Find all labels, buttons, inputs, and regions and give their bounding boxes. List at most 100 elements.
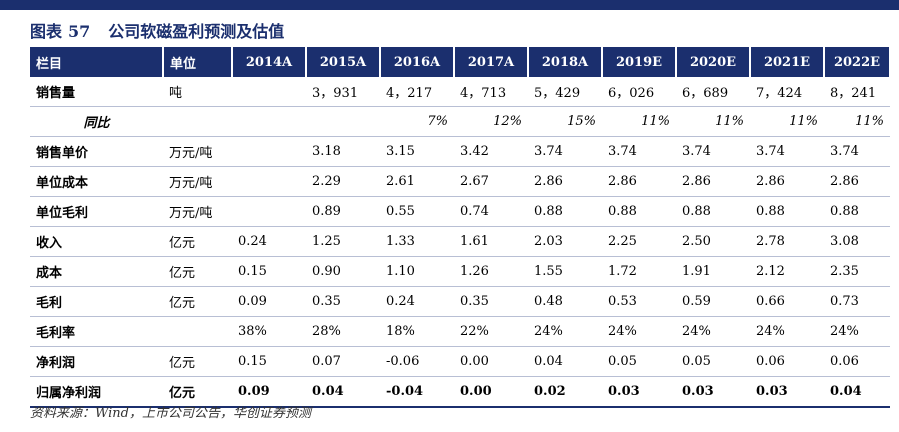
row-label: 单位成本: [30, 166, 163, 197]
table-cell: 2.86: [750, 166, 824, 197]
table-cell: 0.35: [454, 286, 528, 317]
table-cell: 11%: [602, 106, 676, 137]
row-unit: [163, 106, 232, 137]
top-accent-bar: [0, 0, 899, 10]
table-cell: 11%: [750, 106, 824, 137]
table-cell: [232, 106, 306, 137]
table-cell: 3.74: [824, 136, 890, 167]
table-cell: 22%: [454, 316, 528, 347]
row-label: 净利润: [30, 346, 163, 377]
row-unit: 吨: [163, 77, 232, 107]
table-cell: [232, 77, 306, 107]
table-cell: 0.35: [306, 286, 380, 317]
table-cell: 24%: [602, 316, 676, 347]
table-cell: 2.50: [676, 226, 750, 257]
table-cell: 0.53: [602, 286, 676, 317]
table-cell: 1.25: [306, 226, 380, 257]
table-cell: 0.89: [306, 196, 380, 227]
table-cell: 24%: [528, 316, 602, 347]
row-unit: 亿元: [163, 346, 232, 377]
table-row: 净利润 亿元 0.15 0.07 -0.06 0.00 0.04 0.05 0.05 0.06 0.…: [30, 346, 890, 377]
row-unit: 万元/吨: [163, 196, 232, 227]
table-cell: 7，424: [750, 77, 824, 107]
table-cell: 18%: [380, 316, 454, 347]
row-unit: 亿元: [163, 226, 232, 257]
row-label: 销售量: [30, 77, 163, 107]
table-cell: 1.61: [454, 226, 528, 257]
table-row: 同比 7% 12% 15% 11% 11% 11% 11%: [30, 106, 890, 137]
table-cell: 1.10: [380, 256, 454, 287]
table-row: 归属净利润 亿元 0.09 0.04 -0.04 0.00 0.02 0.03 0.03 0.03…: [30, 376, 890, 408]
table-cell: 2.86: [528, 166, 602, 197]
table-cell: 2.86: [824, 166, 890, 197]
table-cell: 0.15: [232, 346, 306, 377]
table-cell: 0.88: [676, 196, 750, 227]
row-label: 毛利: [30, 286, 163, 317]
table-cell: 0.88: [528, 196, 602, 227]
table-row: 单位毛利 万元/吨 0.89 0.55 0.74 0.88 0.88 0.88 0.88 0.88: [30, 196, 890, 227]
table-row: 成本 亿元 0.15 0.90 1.10 1.26 1.55 1.72 1.91 2.12 2.35: [30, 256, 890, 287]
table-cell: 2.35: [824, 256, 890, 287]
table-cell: 0.88: [602, 196, 676, 227]
table-cell: -0.06: [380, 346, 454, 377]
table-cell: 0.74: [454, 196, 528, 227]
table-cell: 6，026: [602, 77, 676, 107]
row-unit: 万元/吨: [163, 166, 232, 197]
table-cell: 0.24: [380, 286, 454, 317]
row-unit: [163, 316, 232, 347]
table-cell: [232, 166, 306, 197]
row-unit: 亿元: [163, 376, 232, 408]
column-header: 单位: [163, 47, 233, 77]
table-cell: 0.55: [380, 196, 454, 227]
table-cell: 0.05: [602, 346, 676, 377]
table-cell: 1.33: [380, 226, 454, 257]
table-cell: 3.74: [602, 136, 676, 167]
figure-title-text: 公司软磁盈利预测及估值: [108, 22, 285, 41]
table-cell: 3.42: [454, 136, 528, 167]
row-unit: 亿元: [163, 286, 232, 317]
table-cell: 0.07: [306, 346, 380, 377]
table-cell: 4，217: [380, 77, 454, 107]
table-cell: 11%: [676, 106, 750, 137]
row-unit: 亿元: [163, 256, 232, 287]
row-label: 归属净利润: [30, 376, 163, 408]
table-cell: [232, 196, 306, 227]
table-cell: 24%: [824, 316, 890, 347]
table-cell: 1.26: [454, 256, 528, 287]
table-cell: 0.88: [750, 196, 824, 227]
table-cell: 15%: [528, 106, 602, 137]
table-cell: 11%: [824, 106, 890, 137]
table-row: 销售量吨 3，931 4，217 4，713 5，429 6，026 6，689 7，424 8…: [30, 77, 890, 107]
table-row: 毛利率 38% 28% 18% 22% 24% 24% 24% 24% 24%: [30, 316, 890, 347]
table-cell: 0.04: [528, 346, 602, 377]
table-cell: 0.24: [232, 226, 306, 257]
table-cell: 1.91: [676, 256, 750, 287]
table-cell: 2.12: [750, 256, 824, 287]
column-header: 栏目: [30, 47, 164, 77]
table-cell: 0.06: [824, 346, 890, 377]
table-cell: 3.18: [306, 136, 380, 167]
table-cell: 0.09: [232, 286, 306, 317]
column-header: 2017A: [454, 47, 529, 77]
table-row: 单位成本 万元/吨 2.29 2.61 2.67 2.86 2.86 2.86 2.86 2.86: [30, 166, 890, 197]
table-cell: 3.74: [528, 136, 602, 167]
table-cell: 0.03: [750, 376, 824, 408]
table-row: 销售单价 万元/吨 3.18 3.15 3.42 3.74 3.74 3.74 3.74 3.74: [30, 136, 890, 167]
table-cell: 3.15: [380, 136, 454, 167]
table-cell: 24%: [750, 316, 824, 347]
figure-title: 图表 57 公司软磁盈利预测及估值: [30, 20, 284, 44]
row-label: 单位毛利: [30, 196, 163, 227]
column-header: 2016A: [380, 47, 455, 77]
table-cell: 3.74: [750, 136, 824, 167]
row-unit: 万元/吨: [163, 136, 232, 167]
table-cell: 3.08: [824, 226, 890, 257]
column-header: 2018A: [528, 47, 603, 77]
table-cell: 8，241: [824, 77, 890, 107]
table-cell: 5，429: [528, 77, 602, 107]
forecast-table: 栏目 单位 2014A 2015A 2016A 2017A 2018A 2019E 2020E 2…: [30, 47, 891, 408]
row-label: 收入: [30, 226, 163, 257]
table-cell: 0.15: [232, 256, 306, 287]
table-cell: 24%: [676, 316, 750, 347]
row-label: 销售单价: [30, 136, 163, 167]
table-cell: 0.09: [232, 376, 306, 408]
